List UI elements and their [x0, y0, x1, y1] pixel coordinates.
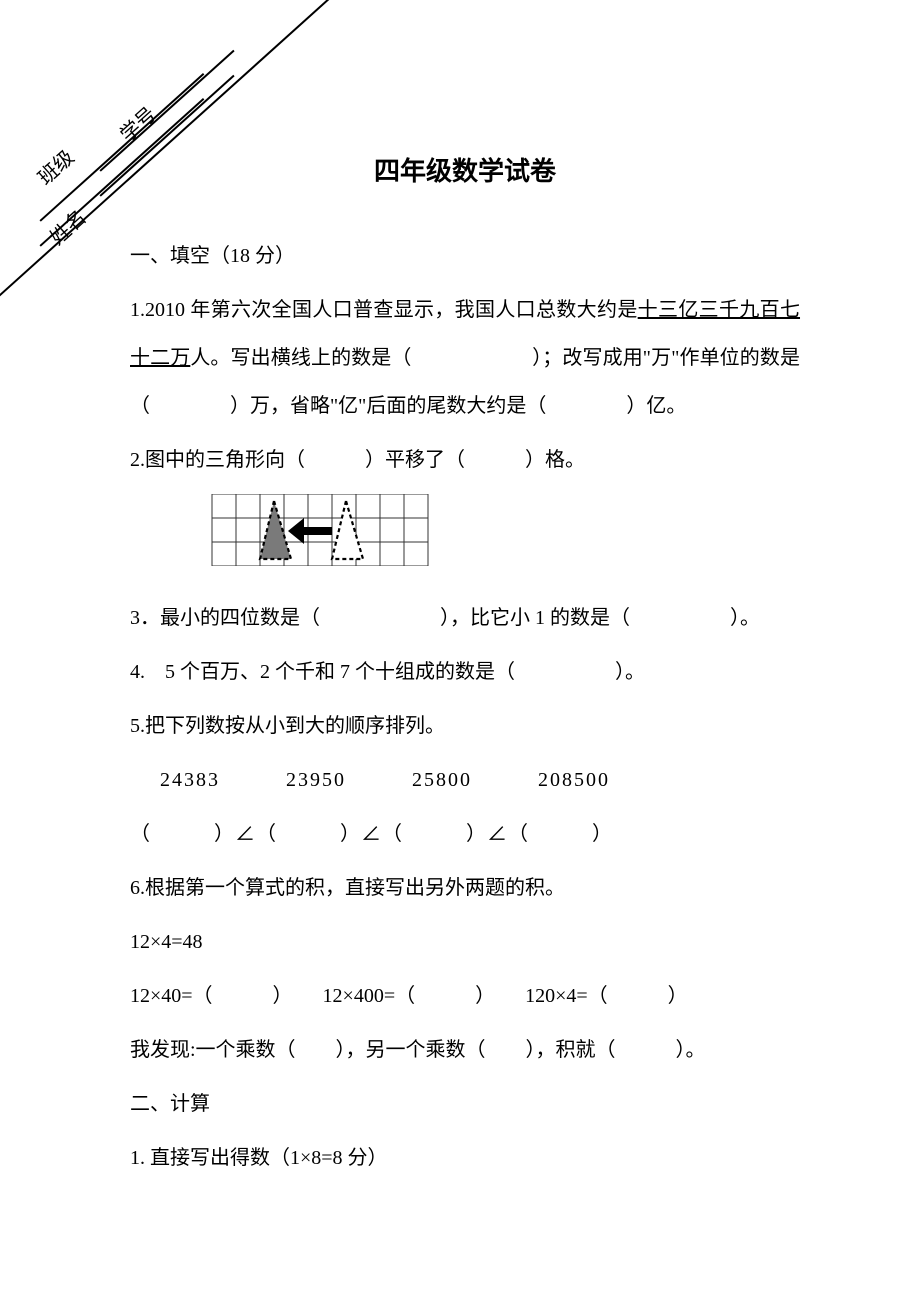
exam-title: 四年级数学试卷	[130, 140, 800, 202]
question-5-header: 5.把下列数按从小到大的顺序排列。	[130, 702, 800, 750]
question-4: 4. 5 个百万、2 个千和 7 个十组成的数是（ ）。	[130, 648, 800, 696]
question-6-given: 12×4=48	[130, 918, 800, 966]
question-2: 2.图中的三角形向（ ）平移了（ ）格。	[130, 436, 800, 484]
section-1-header: 一、填空（18 分）	[130, 232, 800, 280]
q1-text-part2: 人。写出横线上的数是（ ）；改写成用"万"作单位的数是（ ）万，省略"亿"后面的…	[130, 347, 800, 417]
question-5-ordering: （ ）∠（ ）∠（ ）∠（ ）	[130, 810, 800, 858]
question-5-numbers: 24383 23950 25800 208500	[130, 756, 800, 804]
question-1: 1.2010 年第六次全国人口普查显示，我国人口总数大约是十三亿三千九百七十二万…	[130, 286, 800, 430]
question-6-expressions: 12×40=（ ） 12×400=（ ） 120×4=（ ）	[130, 972, 800, 1020]
page-content: 四年级数学试卷 一、填空（18 分） 1.2010 年第六次全国人口普查显示，我…	[0, 0, 920, 1248]
section-2-q1: 1. 直接写出得数（1×8=8 分）	[130, 1134, 800, 1182]
question-6-discovery: 我发现:一个乘数（ ），另一个乘数（ ），积就（ ）。	[130, 1026, 800, 1074]
arrow-left-icon	[288, 518, 332, 544]
question-6-header: 6.根据第一个算式的积，直接写出另外两题的积。	[130, 864, 800, 912]
question-3: 3．最小的四位数是（ ），比它小 1 的数是（ ）。	[130, 594, 800, 642]
translation-grid-figure	[210, 494, 800, 584]
q1-text-part1: 1.2010 年第六次全国人口普查显示，我国人口总数大约是	[130, 299, 638, 321]
right-triangle	[332, 501, 363, 559]
left-triangle	[260, 501, 291, 559]
grid-svg	[210, 494, 430, 566]
section-2-header: 二、计算	[130, 1080, 800, 1128]
